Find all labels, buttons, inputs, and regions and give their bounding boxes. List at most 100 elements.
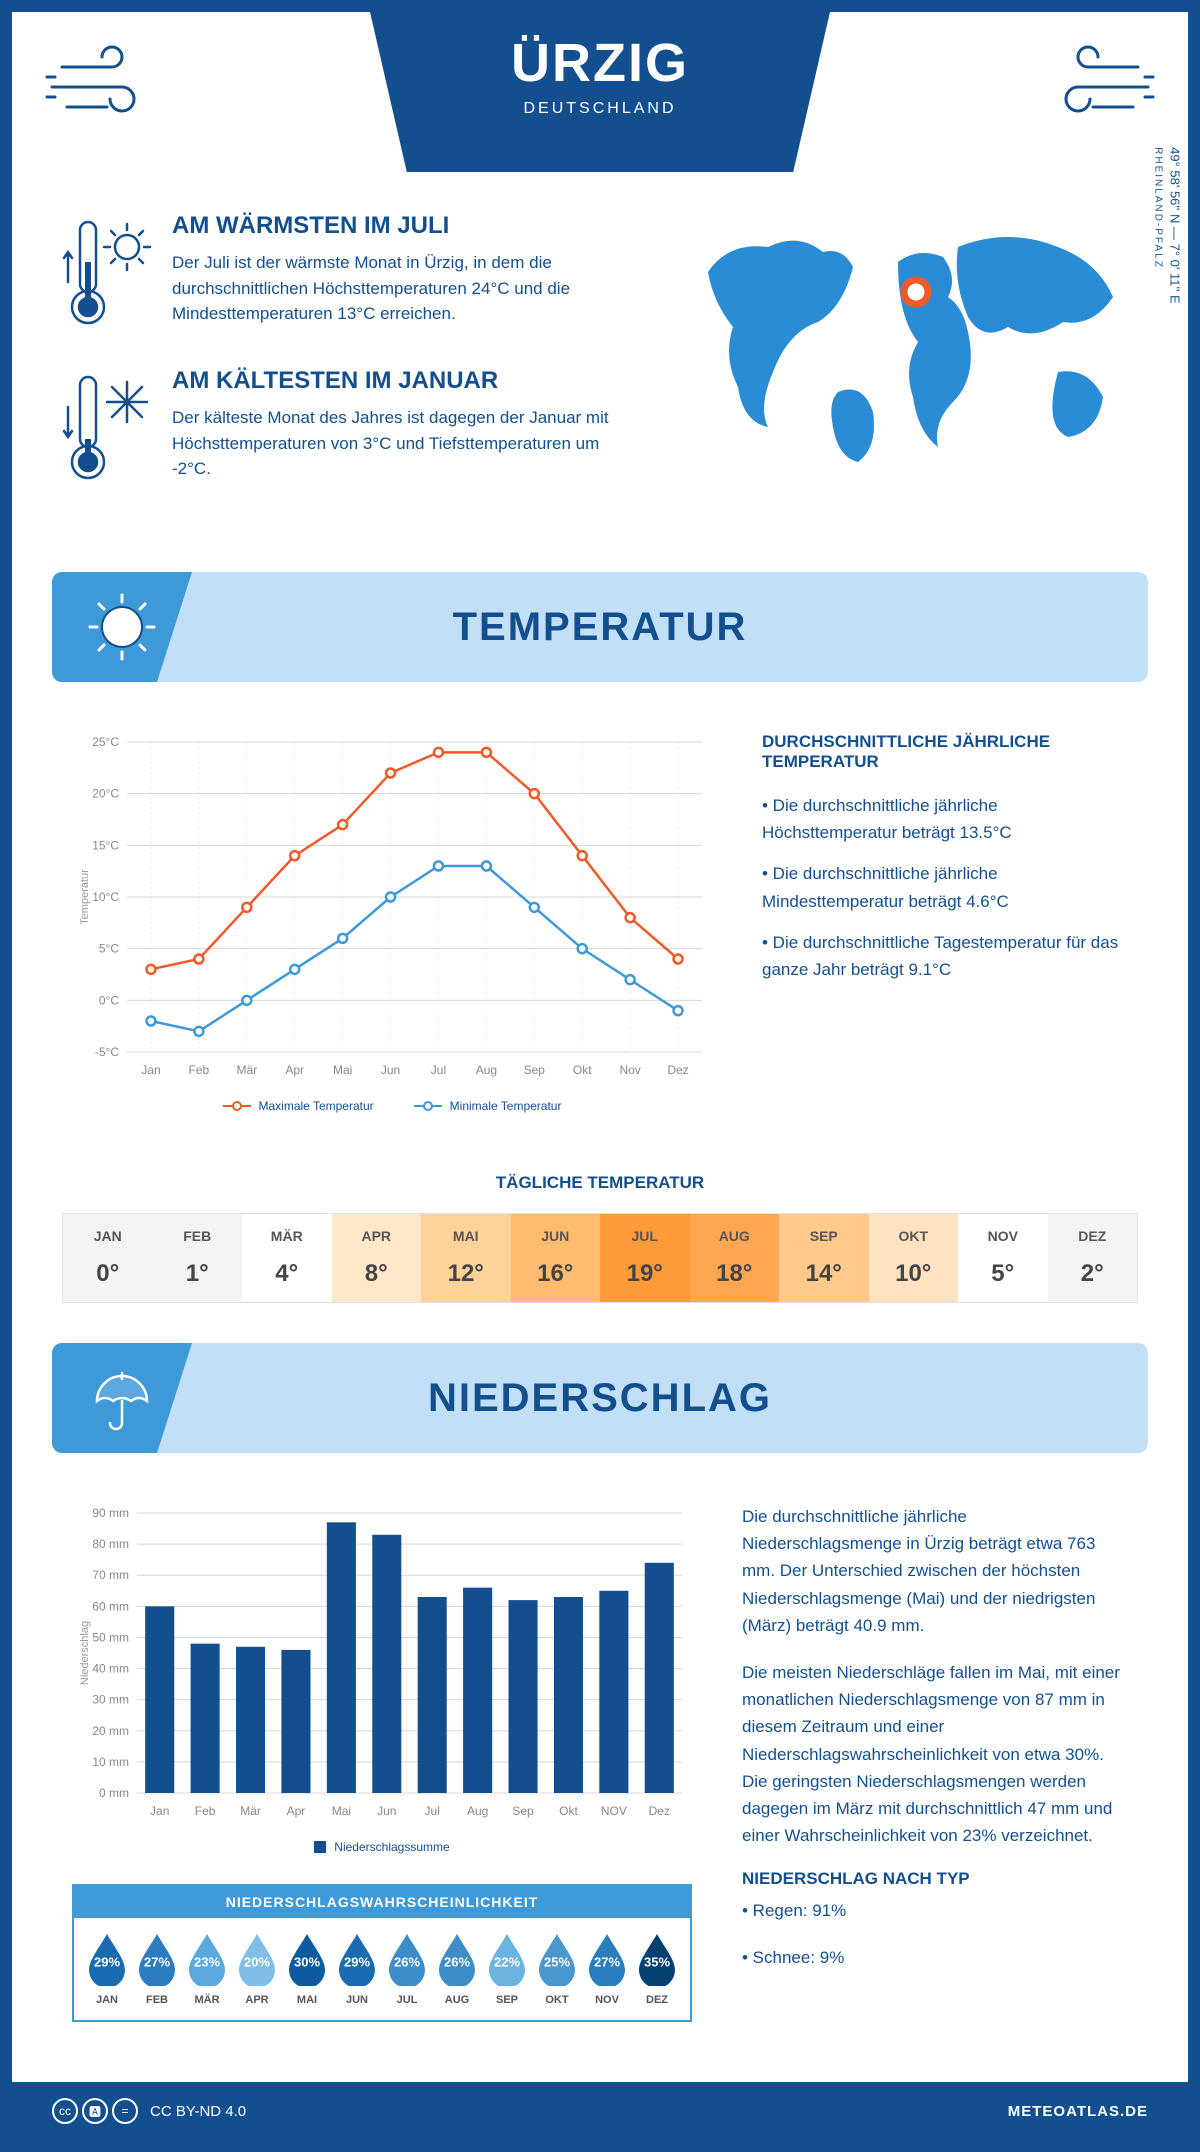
- header-banner: ÜRZIG DEUTSCHLAND: [370, 12, 830, 172]
- probability-value: 35%: [644, 1955, 670, 1970]
- world-map-container: 49° 58' 56'' N — 7° 0' 11'' E RHEINLAND-…: [678, 212, 1138, 522]
- raindrop-icon: 26%: [385, 1932, 429, 1986]
- svg-text:Mär: Mär: [236, 1063, 257, 1077]
- probability-month: MAI: [282, 1994, 332, 2006]
- temp-line-chart: -5°C0°C5°C10°C15°C20°C25°CJanFebMärAprMa…: [72, 732, 712, 1082]
- probability-month: JAN: [82, 1994, 132, 2006]
- daily-value: 16°: [511, 1260, 601, 1288]
- probability-month: NOV: [582, 1994, 632, 2006]
- temp-bullet-1: • Die durchschnittliche jährliche Mindes…: [762, 860, 1128, 914]
- legend-min: Minimale Temperatur: [414, 1099, 562, 1113]
- svg-text:Jan: Jan: [150, 1804, 169, 1818]
- svg-text:90 mm: 90 mm: [92, 1506, 129, 1520]
- cc-icon: cc: [52, 2098, 78, 2124]
- svg-text:70 mm: 70 mm: [92, 1568, 129, 1582]
- header: ÜRZIG DEUTSCHLAND: [12, 12, 1188, 172]
- intro-left: AM WÄRMSTEN IM JULI Der Juli ist der wär…: [62, 212, 638, 522]
- wind-icon: [1038, 37, 1158, 137]
- world-map-icon: [678, 212, 1138, 472]
- daily-month: DEZ: [1048, 1228, 1138, 1244]
- page-title: ÜRZIG: [450, 32, 750, 94]
- svg-text:Dez: Dez: [649, 1804, 670, 1818]
- daily-value: 12°: [421, 1260, 511, 1288]
- daily-cell: MAI 12°: [421, 1214, 511, 1302]
- daily-value: 1°: [153, 1260, 243, 1288]
- daily-month: APR: [332, 1228, 422, 1244]
- nd-icon: =: [112, 2098, 138, 2124]
- precip-p2: Die meisten Niederschläge fallen im Mai,…: [742, 1659, 1128, 1849]
- svg-text:80 mm: 80 mm: [92, 1537, 129, 1551]
- probability-row: 29% JAN 27% FEB 23% MÄR 20% APR: [74, 1918, 690, 2020]
- probability-value: 27%: [594, 1955, 620, 1970]
- precipitation-banner: NIEDERSCHLAG: [52, 1343, 1148, 1453]
- svg-text:Jul: Jul: [431, 1063, 446, 1077]
- legend-min-label: Minimale Temperatur: [450, 1099, 562, 1113]
- precipitation-heading: NIEDERSCHLAG: [192, 1376, 1148, 1421]
- warmest-desc: Der Juli ist der wärmste Monat in Ürzig,…: [172, 250, 638, 327]
- probability-cell: 26% JUL: [382, 1932, 432, 2006]
- daily-cell: FEB 1°: [153, 1214, 243, 1302]
- daily-cell: NOV 5°: [958, 1214, 1048, 1302]
- svg-text:Mai: Mai: [333, 1063, 352, 1077]
- coldest-text: AM KÄLTESTEN IM JANUAR Der kälteste Mona…: [172, 367, 638, 487]
- region-label: RHEINLAND-PFALZ: [1153, 147, 1164, 269]
- daily-value: 5°: [958, 1260, 1048, 1288]
- daily-cell: SEP 14°: [779, 1214, 869, 1302]
- daily-cell: APR 8°: [332, 1214, 422, 1302]
- precip-left: 0 mm10 mm20 mm30 mm40 mm50 mm60 mm70 mm8…: [72, 1503, 692, 2022]
- precip-type-heading: NIEDERSCHLAG NACH TYP: [742, 1869, 1128, 1889]
- daily-month: NOV: [958, 1228, 1048, 1244]
- probability-cell: 29% JUN: [332, 1932, 382, 2006]
- raindrop-icon: 29%: [335, 1932, 379, 1986]
- raindrop-icon: 22%: [485, 1932, 529, 1986]
- probability-cell: 27% FEB: [132, 1932, 182, 2006]
- precip-text: Die durchschnittliche jährliche Niedersc…: [742, 1503, 1128, 2022]
- temperature-section: -5°C0°C5°C10°C15°C20°C25°CJanFebMärAprMa…: [12, 682, 1188, 1163]
- svg-text:Okt: Okt: [573, 1063, 592, 1077]
- svg-text:40 mm: 40 mm: [92, 1662, 129, 1676]
- legend-precip-label: Niederschlagssumme: [334, 1840, 449, 1854]
- precip-type1: • Regen: 91%: [742, 1897, 1128, 1924]
- temp-info-heading: DURCHSCHNITTLICHE JÄHRLICHE TEMPERATUR: [762, 732, 1128, 772]
- warmest-title: AM WÄRMSTEN IM JULI: [172, 212, 638, 240]
- daily-value: 19°: [600, 1260, 690, 1288]
- probability-cell: 26% AUG: [432, 1932, 482, 2006]
- svg-text:0 mm: 0 mm: [99, 1786, 129, 1800]
- probability-cell: 25% OKT: [532, 1932, 582, 2006]
- svg-text:Jan: Jan: [141, 1063, 160, 1077]
- temperature-heading: TEMPERATUR: [192, 605, 1148, 650]
- probability-month: DEZ: [632, 1994, 682, 2006]
- svg-text:Okt: Okt: [559, 1804, 578, 1818]
- precip-bar-chart: 0 mm10 mm20 mm30 mm40 mm50 mm60 mm70 mm8…: [72, 1503, 692, 1823]
- raindrop-icon: 23%: [185, 1932, 229, 1986]
- raindrop-icon: 35%: [635, 1932, 679, 1986]
- daily-month: JUL: [600, 1228, 690, 1244]
- wind-icon: [42, 37, 162, 137]
- legend-precip: Niederschlagssumme: [314, 1840, 449, 1854]
- daily-cell: JUL 19°: [600, 1214, 690, 1302]
- probability-box: NIEDERSCHLAGSWAHRSCHEINLICHKEIT 29% JAN …: [72, 1884, 692, 2022]
- coords-line: 49° 58' 56'' N — 7° 0' 11'' E: [1168, 147, 1183, 304]
- precip-p1: Die durchschnittliche jährliche Niedersc…: [742, 1503, 1128, 1639]
- probability-cell: 30% MAI: [282, 1932, 332, 2006]
- daily-cell: MÄR 4°: [242, 1214, 332, 1302]
- svg-text:5°C: 5°C: [99, 942, 119, 956]
- daily-value: 10°: [869, 1260, 959, 1288]
- probability-cell: 22% SEP: [482, 1932, 532, 2006]
- probability-month: OKT: [532, 1994, 582, 2006]
- probability-month: MÄR: [182, 1994, 232, 2006]
- temperature-chart: -5°C0°C5°C10°C15°C20°C25°CJanFebMärAprMa…: [72, 732, 712, 1113]
- svg-text:Sep: Sep: [512, 1804, 534, 1818]
- daily-cell: OKT 10°: [869, 1214, 959, 1302]
- probability-value: 22%: [494, 1955, 520, 1970]
- svg-text:Mär: Mär: [240, 1804, 261, 1818]
- daily-month: MÄR: [242, 1228, 332, 1244]
- thermometer-cold-icon: [62, 367, 152, 487]
- footer: cc 🅰 = CC BY-ND 4.0 METEOATLAS.DE: [12, 2082, 1188, 2140]
- probability-value: 20%: [244, 1955, 270, 1970]
- page-subtitle: DEUTSCHLAND: [450, 100, 750, 118]
- svg-text:25°C: 25°C: [92, 735, 119, 749]
- daily-month: FEB: [153, 1228, 243, 1244]
- probability-cell: 20% APR: [232, 1932, 282, 2006]
- raindrop-icon: 27%: [135, 1932, 179, 1986]
